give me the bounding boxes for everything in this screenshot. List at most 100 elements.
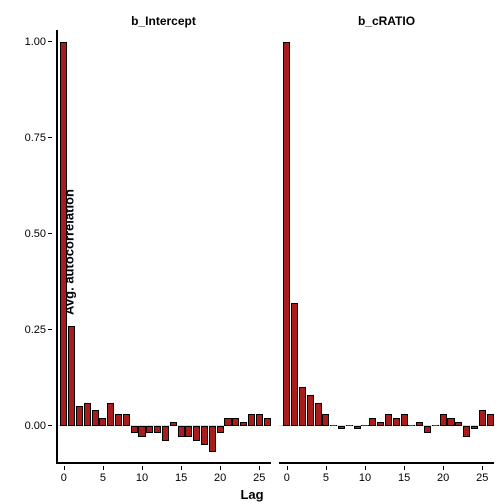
bar bbox=[463, 426, 470, 438]
bar bbox=[385, 414, 392, 426]
bar bbox=[487, 414, 494, 426]
bar bbox=[291, 303, 298, 426]
bars-group bbox=[279, 30, 494, 464]
bar bbox=[84, 403, 91, 426]
y-tick-label: 1.00 bbox=[25, 36, 46, 48]
x-tick-label: 15 bbox=[398, 472, 410, 484]
y-tick-label: 0.50 bbox=[25, 228, 46, 240]
x-tick-mark bbox=[181, 466, 182, 470]
y-tick-label: 0.00 bbox=[25, 420, 46, 432]
panel-title: b_Intercept bbox=[56, 12, 271, 30]
x-tick-mark bbox=[259, 466, 260, 470]
x-tick-mark bbox=[365, 466, 366, 470]
bar bbox=[479, 410, 486, 425]
bar bbox=[322, 414, 329, 426]
y-tick-mark bbox=[48, 329, 52, 330]
x-tick-label: 0 bbox=[284, 472, 290, 484]
bar bbox=[146, 426, 153, 434]
bar bbox=[178, 426, 185, 438]
x-tick-label: 5 bbox=[323, 472, 329, 484]
x-tick-label: 20 bbox=[437, 472, 449, 484]
bar bbox=[99, 418, 106, 426]
acf-figure: Avg. autocorrelation Lag b_Intercept0.00… bbox=[0, 0, 504, 504]
bar bbox=[283, 42, 290, 426]
bar bbox=[170, 422, 177, 426]
x-tick-label: 10 bbox=[136, 472, 148, 484]
bar bbox=[455, 422, 462, 426]
bar bbox=[185, 426, 192, 438]
bar bbox=[131, 426, 138, 434]
bar bbox=[424, 426, 431, 434]
bar bbox=[154, 426, 161, 434]
bar bbox=[440, 414, 447, 426]
x-tick-mark bbox=[326, 466, 327, 470]
y-tick-label: 0.25 bbox=[25, 324, 46, 336]
bar bbox=[330, 425, 337, 426]
y-tick-label: 0.75 bbox=[25, 132, 46, 144]
y-tick-mark bbox=[48, 425, 52, 426]
bar bbox=[315, 403, 322, 426]
bar bbox=[248, 414, 255, 426]
bar bbox=[92, 410, 99, 425]
bar bbox=[338, 426, 345, 430]
y-axis-ticks: 0.00 0.25 0.50 0.75 1.00 bbox=[16, 30, 52, 464]
bar bbox=[232, 418, 239, 426]
bar bbox=[76, 406, 83, 425]
bar bbox=[377, 422, 384, 426]
x-tick-label: 10 bbox=[359, 472, 371, 484]
x-tick-mark bbox=[142, 466, 143, 470]
x-axis-ticks: 0 5 10 15 20 25 bbox=[279, 466, 494, 486]
x-axis-ticks: 0 5 10 15 20 25 bbox=[56, 466, 271, 486]
bar bbox=[68, 326, 75, 426]
x-tick-mark bbox=[220, 466, 221, 470]
x-tick-mark bbox=[103, 466, 104, 470]
panel-title: b_cRATIO bbox=[279, 12, 494, 30]
bar bbox=[447, 418, 454, 426]
bar bbox=[432, 425, 439, 426]
x-tick-label: 25 bbox=[253, 472, 265, 484]
plot-area: 0.000.250.500.751.000510152025 bbox=[56, 30, 271, 464]
bar bbox=[193, 426, 200, 441]
bar bbox=[115, 414, 122, 426]
bar bbox=[471, 426, 478, 430]
bar bbox=[401, 414, 408, 426]
bar bbox=[416, 422, 423, 426]
panel: b_cRATIO0510152025 bbox=[279, 12, 494, 464]
panel-container: b_Intercept0.000.250.500.751.00051015202… bbox=[56, 12, 494, 464]
bar bbox=[209, 426, 216, 453]
bar bbox=[354, 426, 361, 430]
bar bbox=[256, 414, 263, 426]
x-tick-mark bbox=[64, 466, 65, 470]
y-tick-mark bbox=[48, 41, 52, 42]
x-tick-label: 5 bbox=[100, 472, 106, 484]
bar bbox=[201, 426, 208, 445]
x-tick-label: 15 bbox=[175, 472, 187, 484]
x-tick-mark bbox=[287, 466, 288, 470]
x-tick-label: 20 bbox=[214, 472, 226, 484]
bar bbox=[138, 426, 145, 438]
x-tick-mark bbox=[443, 466, 444, 470]
x-tick-label: 0 bbox=[61, 472, 67, 484]
bar bbox=[240, 422, 247, 426]
bar bbox=[162, 426, 169, 441]
plot-area: 0510152025 bbox=[279, 30, 494, 464]
x-tick-mark bbox=[482, 466, 483, 470]
bars-group bbox=[56, 30, 271, 464]
bar bbox=[123, 414, 130, 426]
x-tick-label: 25 bbox=[476, 472, 488, 484]
bar bbox=[361, 425, 368, 426]
bar bbox=[346, 425, 353, 426]
bar bbox=[224, 418, 231, 426]
bar bbox=[107, 403, 114, 426]
bar bbox=[299, 387, 306, 425]
panel: b_Intercept0.000.250.500.751.00051015202… bbox=[56, 12, 271, 464]
bar bbox=[307, 395, 314, 426]
y-tick-mark bbox=[48, 137, 52, 138]
bar bbox=[217, 426, 224, 434]
bar bbox=[393, 418, 400, 426]
bar bbox=[60, 42, 67, 426]
x-tick-mark bbox=[404, 466, 405, 470]
bar bbox=[264, 418, 271, 426]
x-axis-label: Lag bbox=[240, 487, 263, 502]
bar bbox=[408, 425, 415, 426]
